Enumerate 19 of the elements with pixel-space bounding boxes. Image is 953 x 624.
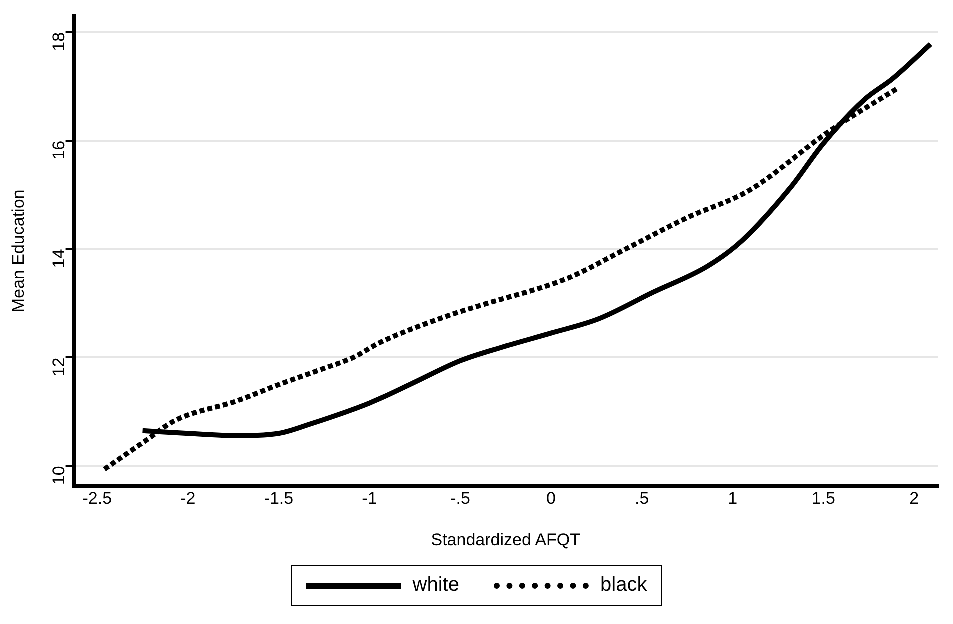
x-tick-label: -2 — [180, 489, 196, 508]
y-tick-label: 12 — [49, 358, 68, 377]
x-tick-label: 1 — [728, 489, 738, 508]
x-tick-label: 0 — [546, 489, 556, 508]
y-tick-label: 16 — [49, 140, 68, 160]
y-tick-label: 14 — [49, 249, 68, 268]
x-tick-label: 1.5 — [812, 489, 836, 508]
x-tick-label: -1.5 — [264, 489, 294, 508]
x-tick-label: 2 — [910, 489, 920, 508]
x-tick-label: -1 — [362, 489, 378, 508]
x-tick-label: .5 — [634, 489, 650, 508]
legend-label: black — [600, 574, 648, 597]
y-tick-label: 18 — [49, 32, 68, 52]
y-tick-label: 10 — [49, 466, 68, 486]
y-axis-title: Mean Education — [8, 190, 28, 313]
legend-label: white — [412, 574, 460, 597]
x-axis-title: Standardized AFQT — [431, 530, 581, 550]
x-tick-label: -2.5 — [82, 489, 112, 508]
x-tick-label: -.5 — [450, 489, 470, 508]
